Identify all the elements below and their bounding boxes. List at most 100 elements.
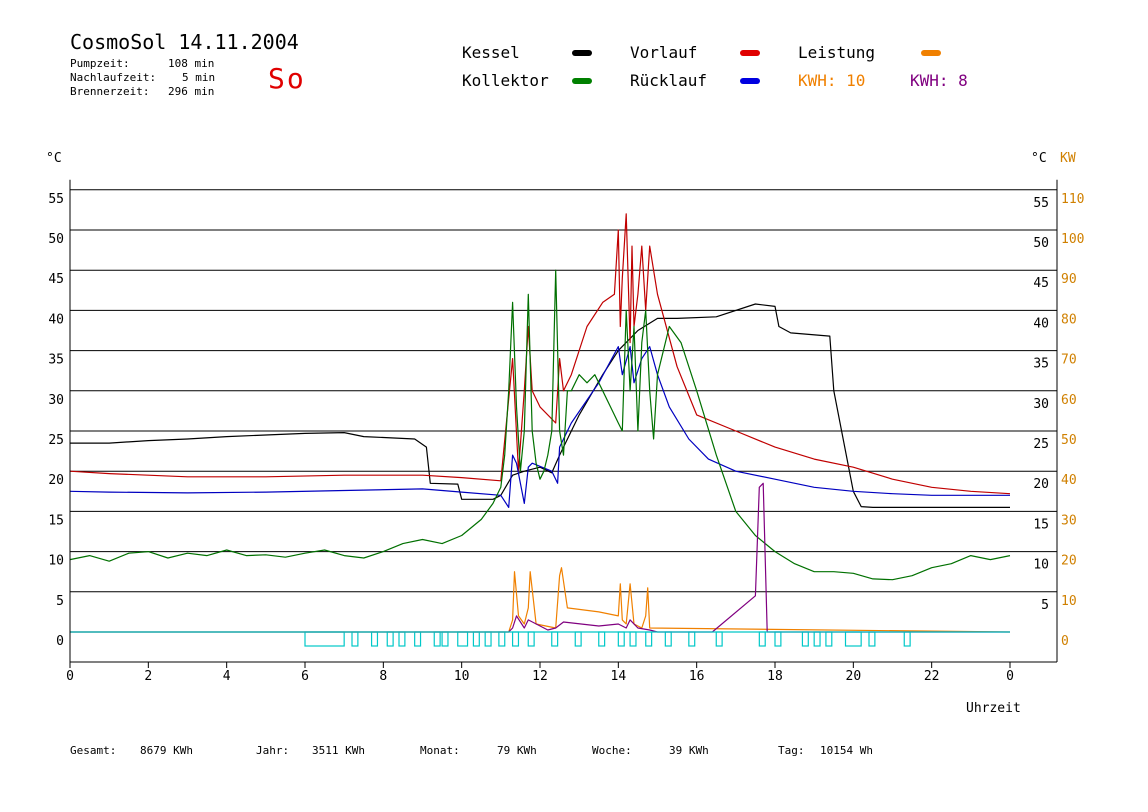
y2-tick-label-40: 40 (1061, 473, 1077, 488)
y-right-tick-label-20: 20 (1033, 477, 1049, 492)
y2-tick-label-10: 10 (1061, 594, 1077, 609)
footer-gesamt-value: 8679 KWh (140, 744, 193, 757)
stat-pumpzeit-label: Pumpzeit: (70, 57, 130, 70)
pump-block-2 (370, 631, 379, 647)
day-label: So (268, 62, 306, 95)
y-tick-label-40: 40 (48, 312, 64, 327)
series-line-vorlauf (69, 213, 1011, 495)
y-tick-label-20: 20 (48, 473, 64, 488)
y2-tick-label-80: 80 (1061, 312, 1077, 327)
y-right-tick-label-35: 35 (1033, 357, 1049, 372)
y-tick-label-25: 25 (48, 433, 64, 448)
legend-kollektor-swatch (572, 78, 592, 84)
legend-kessel-swatch (572, 50, 592, 56)
pump-block-15 (574, 631, 582, 647)
y-right-tick-label-45: 45 (1033, 276, 1049, 291)
footer-jahr-value: 3511 KWh (312, 744, 365, 757)
legend-vorlauf-swatch (740, 50, 760, 56)
x-tick-label-11: 22 (924, 669, 940, 684)
y2-tick-label-50: 50 (1061, 433, 1077, 448)
y-right-tick-label-30: 30 (1033, 397, 1049, 412)
footer-tag-value: 10154 Wh (820, 744, 873, 757)
y2-tick-label-110: 110 (1061, 192, 1084, 207)
pump-block-29 (868, 631, 876, 647)
pump-block-14 (551, 631, 559, 647)
legend-ruecklauf: Rücklauf (630, 71, 708, 90)
pump-block-9 (472, 631, 480, 647)
x-tick-label-5: 10 (454, 669, 470, 684)
pump-block-26 (813, 631, 821, 647)
stat-pumpzeit-value: 108 min (168, 57, 215, 70)
y-tick-label-10: 10 (48, 554, 64, 569)
y-right-tick-label-5: 5 (1041, 598, 1049, 613)
series-line-kessel (70, 303, 1010, 508)
y-tick-label-50: 50 (48, 232, 64, 247)
pump-block-23 (758, 631, 766, 647)
pump-block-16 (598, 631, 606, 647)
y2-tick-label-60: 60 (1061, 393, 1077, 408)
pump-block-5 (414, 631, 422, 647)
pump-block-7 (441, 631, 449, 647)
footer-woche-value: 39 KWh (669, 744, 709, 757)
pump-block-22 (715, 631, 723, 647)
x-tick-label-2: 4 (223, 669, 231, 684)
legend-leistung-swatch (921, 50, 941, 56)
pump-block-11 (498, 631, 506, 647)
y-right-tick-label-40: 40 (1033, 316, 1049, 331)
legend-vorlauf: Vorlauf (630, 43, 698, 62)
series-line-leistung (70, 567, 1011, 633)
stat-brennerzeit-label: Brennerzeit: (70, 85, 150, 98)
y2-tick-label-30: 30 (1061, 513, 1077, 528)
pump-block-20 (664, 631, 672, 647)
left-axis-unit: °C (46, 151, 62, 166)
y2-tick-label-90: 90 (1061, 272, 1077, 287)
y-tick-label-45: 45 (48, 272, 64, 287)
y2-tick-label-20: 20 (1061, 554, 1077, 569)
stat-nachlaufzeit-value: 5 min (182, 71, 216, 84)
legend-kwh-orange: KWH: 10 (798, 71, 866, 90)
stat-nachlaufzeit-label: Nachlaufzeit: (70, 71, 157, 84)
pump-block-25 (801, 631, 809, 647)
y-tick-label-5: 5 (56, 594, 64, 609)
stat-brennerzeit-value: 296 min (168, 85, 215, 98)
legend-ruecklauf-swatch (740, 78, 760, 84)
x-tick-label-4: 8 (379, 669, 387, 684)
x-tick-label-0: 0 (66, 669, 74, 684)
pump-block-27 (825, 631, 833, 647)
x-tick-label-10: 20 (846, 669, 862, 684)
pump-block-13 (527, 631, 535, 647)
y2-tick-label-100: 100 (1061, 232, 1084, 247)
pump-block-4 (398, 631, 406, 647)
footer-gesamt-label: Gesamt: (70, 744, 117, 757)
x-tick-label-8: 16 (689, 669, 705, 684)
legend-kollektor: Kollektor (462, 71, 549, 90)
y-right-tick-label-50: 50 (1033, 236, 1049, 251)
y-tick-label-35: 35 (48, 353, 64, 368)
x-tick-label-7: 14 (611, 669, 627, 684)
pump-block-18 (629, 631, 637, 647)
x-tick-label-12: 0 (1006, 669, 1014, 684)
x-axis-label: Uhrzeit (966, 701, 1021, 716)
y2-tick-label-0: 0 (1061, 634, 1069, 649)
series-line-r-cklauf (69, 346, 1010, 508)
pump-block-6 (433, 631, 441, 647)
y-tick-label-0: 0 (56, 634, 64, 649)
pump-block-12 (511, 631, 520, 647)
pump-block-10 (484, 631, 492, 647)
y-right-tick-label-25: 25 (1033, 437, 1049, 452)
page-title: CosmoSol 14.11.2004 (70, 30, 299, 54)
right-axis-unit-kw: KW (1060, 151, 1076, 166)
y-right-tick-label-55: 55 (1033, 196, 1049, 211)
pump-block-28 (844, 631, 862, 647)
pump-block-3 (386, 631, 394, 647)
legend-kessel: Kessel (462, 43, 520, 62)
pump-block-8 (457, 631, 469, 647)
pump-block-1 (351, 631, 359, 647)
footer-jahr-label: Jahr: (256, 744, 290, 757)
y2-tick-label-70: 70 (1061, 353, 1077, 368)
y-right-tick-label-10: 10 (1033, 558, 1049, 573)
footer-monat-value: 79 KWh (497, 744, 537, 757)
y-tick-label-15: 15 (48, 513, 64, 528)
x-tick-label-1: 2 (144, 669, 152, 684)
